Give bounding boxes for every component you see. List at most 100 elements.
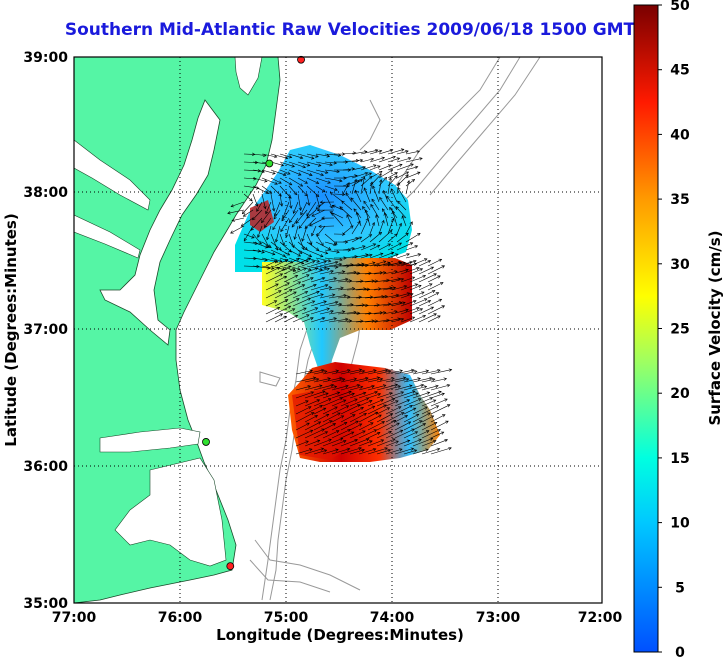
velocity-vector [409, 285, 422, 291]
velocity-vector [376, 370, 391, 375]
velocity-vector [351, 236, 362, 243]
velocity-vector-head [331, 212, 335, 216]
velocity-vector [349, 407, 364, 415]
velocity-vector [274, 299, 289, 307]
velocity-vector-head [345, 317, 349, 322]
velocity-vector [261, 249, 276, 255]
velocity-vector-head [396, 422, 400, 426]
velocity-vector [328, 303, 342, 307]
velocity-vector-head [289, 289, 293, 293]
velocity-vector-head [427, 260, 432, 264]
velocity-vector [418, 300, 431, 307]
velocity-vector-head [317, 163, 322, 167]
velocity-vector-head [376, 303, 380, 307]
velocity-vector-head [356, 311, 361, 316]
velocity-vector [376, 413, 393, 423]
velocity-vector [365, 209, 371, 227]
velocity-vector-head [360, 406, 364, 411]
colorbar-tick-label: 45 [670, 63, 689, 79]
velocity-vector [405, 158, 423, 163]
velocity-vector [385, 391, 404, 399]
velocity-vector [378, 156, 396, 163]
velocity-vector [360, 243, 376, 251]
velocity-vector-head [353, 208, 357, 212]
velocity-vector-head [299, 155, 304, 160]
velocity-vector-head [425, 448, 429, 452]
velocity-vector-head [382, 384, 387, 388]
velocity-vector [382, 262, 402, 267]
velocity-vector-head [371, 279, 375, 283]
velocity-vector [315, 169, 328, 174]
velocity-vector-head [399, 429, 404, 433]
velocity-vector-head [433, 421, 438, 426]
velocity-vector [342, 225, 354, 235]
velocity-vector [430, 431, 444, 439]
velocity-vector-head [405, 377, 410, 382]
velocity-vector [340, 404, 361, 415]
velocity-vector [288, 241, 303, 254]
velocity-vector-head [283, 315, 288, 319]
velocity-vector [292, 274, 310, 283]
velocity-vector [282, 201, 290, 219]
velocity-vector [301, 284, 317, 291]
velocity-vector [355, 312, 372, 315]
velocity-vector-head [320, 172, 325, 177]
velocity-vector [279, 169, 291, 175]
velocity-vector [306, 153, 319, 157]
velocity-vector [430, 393, 445, 399]
velocity-vector-head [306, 163, 311, 167]
velocity-vector-head [416, 266, 420, 271]
velocity-vector-head [289, 260, 294, 264]
velocity-vector-head [322, 189, 326, 193]
velocity-vector-head [370, 422, 374, 426]
velocity-vector-head [332, 423, 337, 427]
velocity-vector [379, 197, 389, 211]
velocity-vector-head [335, 448, 339, 452]
velocity-vector [252, 169, 265, 173]
velocity-vector-head [287, 305, 292, 309]
velocity-vector-head [368, 234, 373, 238]
velocity-vector [373, 263, 391, 267]
velocity-vector-head [379, 196, 383, 201]
velocity-vector-head [361, 303, 366, 307]
velocity-vector [373, 295, 388, 299]
velocity-vector-head [321, 390, 326, 394]
velocity-vector [304, 448, 324, 455]
velocity-vector-head [339, 178, 343, 183]
velocity-vector-head [437, 275, 441, 279]
velocity-vector-head [406, 180, 411, 184]
velocity-vector-head [410, 163, 414, 167]
rappahannock-river [74, 214, 141, 259]
velocity-vector-head [251, 235, 255, 239]
velocity-vector [382, 310, 398, 315]
velocity-vector [279, 161, 295, 167]
velocity-vector [403, 398, 422, 407]
velocity-vector [272, 217, 281, 230]
velocity-vector [403, 449, 417, 455]
velocity-vector [409, 258, 428, 267]
velocity-vector [304, 415, 318, 423]
velocity-vector-head [369, 440, 373, 444]
velocity-vector [418, 313, 437, 323]
velocity-vector-head [293, 291, 297, 295]
velocity-vector [340, 378, 357, 383]
velocity-vector-head [279, 203, 284, 207]
velocity-vector-head [338, 376, 343, 381]
velocity-vector-head [307, 406, 312, 410]
velocity-vector-head [342, 399, 347, 403]
velocity-vector-head [382, 190, 387, 194]
velocity-vector [333, 193, 345, 195]
velocity-vector-head [368, 311, 372, 315]
velocity-vector [412, 392, 430, 399]
velocity-vector [427, 282, 444, 291]
velocity-vector [306, 169, 324, 176]
velocity-vector-head [333, 277, 337, 281]
velocity-vector [295, 429, 313, 439]
velocity-vector [355, 190, 362, 203]
velocity-vector [265, 260, 277, 267]
velocity-vector [306, 177, 319, 184]
velocity-vector [378, 164, 392, 171]
velocity-vector-head [373, 164, 377, 168]
velocity-vector-head [389, 286, 393, 290]
